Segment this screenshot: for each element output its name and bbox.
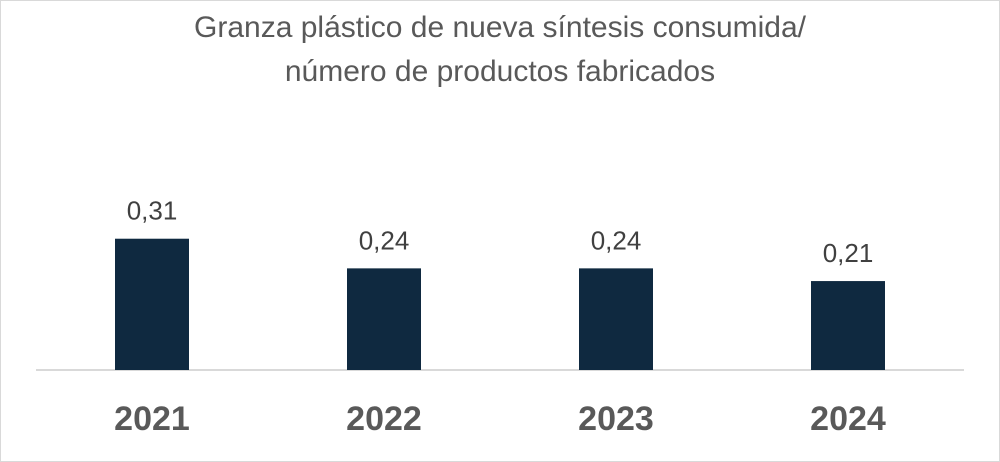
value-label-2021: 0,31 [127,196,178,226]
bar-2023 [579,268,653,370]
category-labels-group: 2021 2022 2023 2024 [114,400,886,438]
category-label-2023: 2023 [578,400,654,438]
value-label-2024: 0,21 [823,238,874,268]
category-label-2022: 2022 [346,400,422,438]
bar-2021 [115,238,189,370]
category-label-2021: 2021 [114,400,190,438]
bar-2022 [347,268,421,370]
bars-group [115,238,885,370]
value-labels-group: 0,31 0,24 0,24 0,21 [127,196,874,268]
chart-title-line-1: Granza plástico de nueva síntesis consum… [194,11,806,44]
chart-title-line-2: número de productos fabricados [284,55,716,88]
category-label-2024: 2024 [810,400,886,438]
value-label-2022: 0,24 [359,225,410,255]
value-label-2023: 0,24 [591,225,642,255]
bar-2024 [811,281,885,370]
